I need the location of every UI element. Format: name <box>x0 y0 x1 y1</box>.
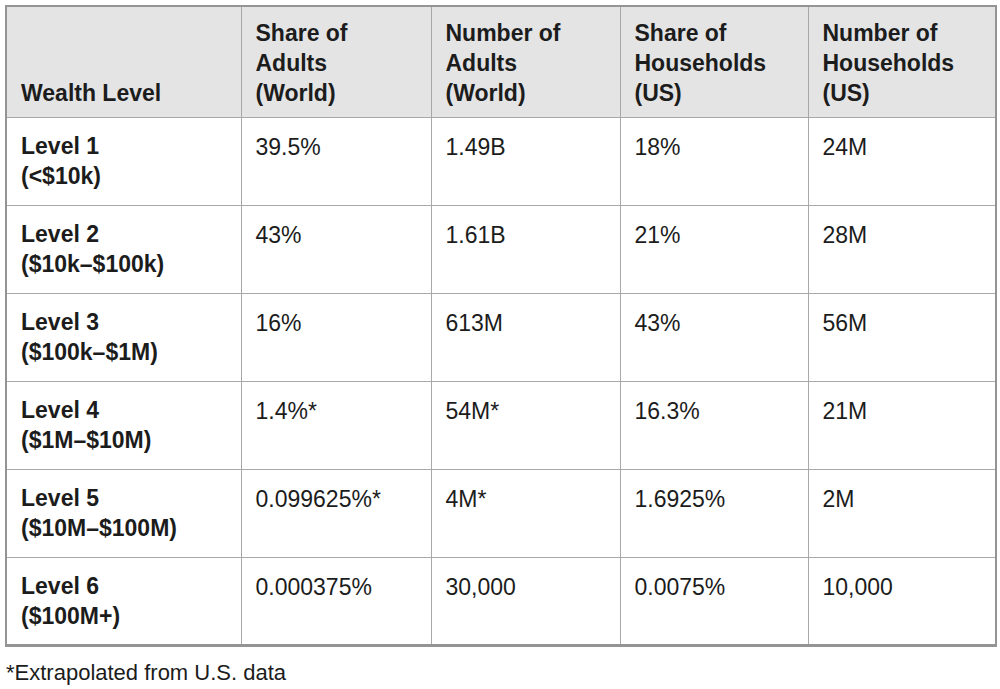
cell-number-households-us: 21M <box>808 381 996 469</box>
cell-wealth-level: Level 3 ($100k–$1M) <box>6 293 241 381</box>
footnote: *Extrapolated from U.S. data <box>5 660 995 686</box>
table-header: Wealth Level Share of Adults (World) Num… <box>6 6 996 117</box>
cell-number-households-us: 24M <box>808 117 996 205</box>
level-name: Level 4 <box>21 396 233 426</box>
cell-share-adults-world: 39.5% <box>241 117 431 205</box>
level-range: ($10M–$100M) <box>21 514 233 544</box>
table-row-level-2: Level 2 ($10k–$100k) 43% 1.61B 21% 28M <box>6 205 996 293</box>
level-name: Level 1 <box>21 132 233 162</box>
header-share-adults-world: Share of Adults (World) <box>241 6 431 117</box>
table-row-level-1: Level 1 (<$10k) 39.5% 1.49B 18% 24M <box>6 117 996 205</box>
table-row-level-3: Level 3 ($100k–$1M) 16% 613M 43% 56M <box>6 293 996 381</box>
wealth-table: Wealth Level Share of Adults (World) Num… <box>5 5 997 647</box>
cell-wealth-level: Level 1 (<$10k) <box>6 117 241 205</box>
cell-number-adults-world: 1.61B <box>431 205 620 293</box>
cell-wealth-level: Level 6 ($100M+) <box>6 557 241 645</box>
cell-number-adults-world: 1.49B <box>431 117 620 205</box>
level-name: Level 5 <box>21 484 233 514</box>
level-range: ($100k–$1M) <box>21 338 233 368</box>
cell-share-households-us: 18% <box>620 117 808 205</box>
cell-number-households-us: 2M <box>808 469 996 557</box>
table-row-level-5: Level 5 ($10M–$100M) 0.099625%* 4M* 1.69… <box>6 469 996 557</box>
cell-share-adults-world: 0.000375% <box>241 557 431 645</box>
cell-share-adults-world: 16% <box>241 293 431 381</box>
level-range: ($1M–$10M) <box>21 426 233 456</box>
cell-number-households-us: 56M <box>808 293 996 381</box>
cell-share-adults-world: 0.099625%* <box>241 469 431 557</box>
level-range: ($10k–$100k) <box>21 250 233 280</box>
cell-wealth-level: Level 2 ($10k–$100k) <box>6 205 241 293</box>
cell-number-adults-world: 613M <box>431 293 620 381</box>
table-body: Level 1 (<$10k) 39.5% 1.49B 18% 24M Leve… <box>6 117 996 645</box>
header-number-adults-world: Number of Adults (World) <box>431 6 620 117</box>
table-row-level-6: Level 6 ($100M+) 0.000375% 30,000 0.0075… <box>6 557 996 645</box>
header-row: Wealth Level Share of Adults (World) Num… <box>6 6 996 117</box>
cell-number-households-us: 10,000 <box>808 557 996 645</box>
header-wealth-level: Wealth Level <box>6 6 241 117</box>
cell-share-adults-world: 1.4%* <box>241 381 431 469</box>
cell-share-households-us: 16.3% <box>620 381 808 469</box>
level-name: Level 2 <box>21 220 233 250</box>
cell-wealth-level: Level 5 ($10M–$100M) <box>6 469 241 557</box>
cell-number-households-us: 28M <box>808 205 996 293</box>
cell-share-households-us: 43% <box>620 293 808 381</box>
cell-number-adults-world: 4M* <box>431 469 620 557</box>
cell-share-households-us: 0.0075% <box>620 557 808 645</box>
header-number-households-us: Number of Households (US) <box>808 6 996 117</box>
cell-share-households-us: 21% <box>620 205 808 293</box>
level-range: ($100M+) <box>21 602 233 632</box>
cell-number-adults-world: 30,000 <box>431 557 620 645</box>
level-range: (<$10k) <box>21 162 233 192</box>
level-name: Level 3 <box>21 308 233 338</box>
cell-share-households-us: 1.6925% <box>620 469 808 557</box>
header-share-households-us: Share of Households (US) <box>620 6 808 117</box>
level-name: Level 6 <box>21 572 233 602</box>
cell-share-adults-world: 43% <box>241 205 431 293</box>
table-row-level-4: Level 4 ($1M–$10M) 1.4%* 54M* 16.3% 21M <box>6 381 996 469</box>
page: Wealth Level Share of Adults (World) Num… <box>0 0 1000 689</box>
cell-number-adults-world: 54M* <box>431 381 620 469</box>
cell-wealth-level: Level 4 ($1M–$10M) <box>6 381 241 469</box>
